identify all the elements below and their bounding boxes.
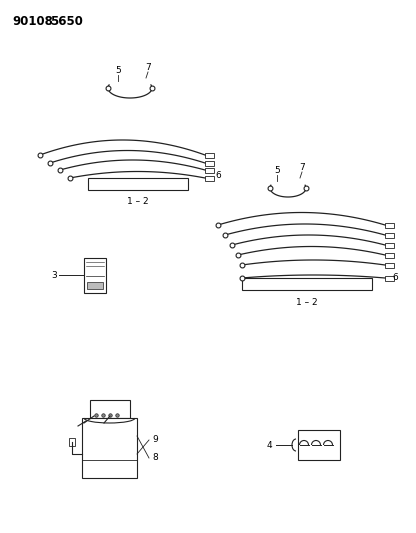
Bar xyxy=(88,178,188,190)
Text: 6: 6 xyxy=(215,171,221,180)
Bar xyxy=(90,400,130,418)
Bar xyxy=(84,258,106,293)
Text: 5: 5 xyxy=(274,166,280,175)
Text: 5: 5 xyxy=(115,66,121,75)
Bar xyxy=(242,278,372,290)
Text: 3: 3 xyxy=(51,271,57,279)
Text: 8: 8 xyxy=(152,454,158,463)
Bar xyxy=(205,167,214,173)
Text: 9: 9 xyxy=(152,435,158,445)
Text: 4: 4 xyxy=(266,440,272,449)
Bar xyxy=(385,232,394,238)
Bar xyxy=(69,438,75,446)
Bar xyxy=(385,253,394,257)
Text: 1 – 2: 1 – 2 xyxy=(296,298,318,307)
Text: 5650: 5650 xyxy=(50,15,83,28)
Bar xyxy=(205,152,214,157)
Bar xyxy=(82,418,137,478)
Text: 6: 6 xyxy=(392,273,398,282)
Text: 1 – 2: 1 – 2 xyxy=(127,197,149,206)
Bar xyxy=(385,222,394,228)
Text: 7: 7 xyxy=(299,163,305,172)
Text: 90108: 90108 xyxy=(12,15,53,28)
Bar xyxy=(385,276,394,280)
Bar xyxy=(385,243,394,247)
Bar xyxy=(205,175,214,181)
Bar xyxy=(87,282,103,289)
Bar xyxy=(298,430,340,460)
Bar xyxy=(205,160,214,166)
Text: 7: 7 xyxy=(145,63,151,72)
Bar xyxy=(385,262,394,268)
